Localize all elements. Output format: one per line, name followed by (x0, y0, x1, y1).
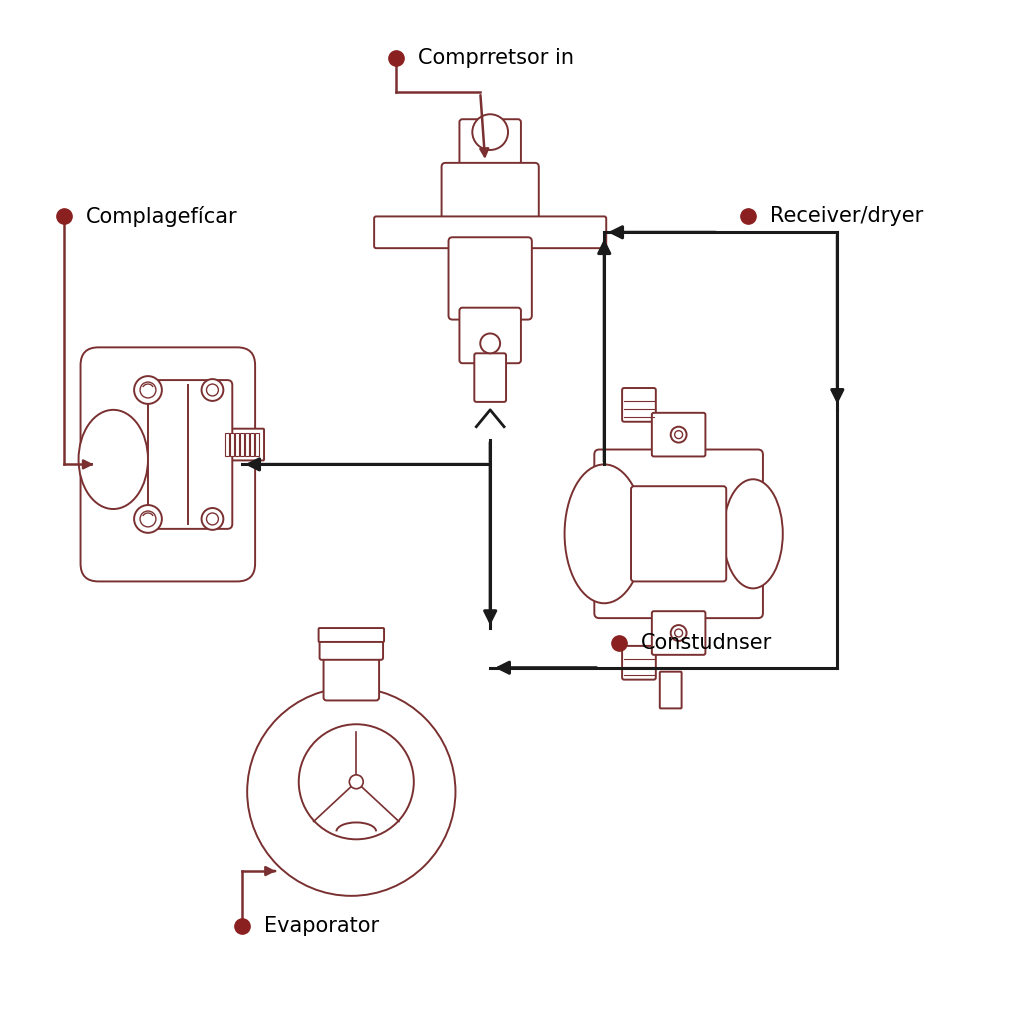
Bar (241, 433, 244, 457)
FancyBboxPatch shape (623, 388, 655, 422)
FancyBboxPatch shape (652, 611, 706, 654)
Circle shape (472, 115, 508, 150)
Text: Evaporator: Evaporator (264, 915, 379, 936)
FancyBboxPatch shape (148, 380, 232, 528)
Circle shape (140, 511, 156, 527)
FancyBboxPatch shape (594, 450, 763, 618)
Text: Complagefícar: Complagefícar (85, 206, 238, 227)
Circle shape (247, 687, 456, 896)
Circle shape (140, 382, 156, 398)
Circle shape (134, 505, 162, 532)
FancyBboxPatch shape (460, 119, 521, 175)
Circle shape (675, 431, 683, 438)
Circle shape (202, 379, 223, 401)
FancyBboxPatch shape (441, 163, 539, 225)
Circle shape (671, 625, 686, 641)
FancyBboxPatch shape (449, 238, 531, 319)
Circle shape (134, 376, 162, 403)
Circle shape (671, 427, 686, 442)
Bar (225, 433, 229, 457)
Circle shape (202, 508, 223, 529)
FancyBboxPatch shape (319, 634, 383, 659)
Text: Comprretsor in: Comprretsor in (418, 48, 573, 68)
Circle shape (349, 775, 364, 788)
Circle shape (207, 513, 218, 525)
Bar (255, 433, 259, 457)
FancyBboxPatch shape (81, 347, 255, 582)
Ellipse shape (723, 479, 782, 589)
Bar (236, 433, 240, 457)
Ellipse shape (564, 465, 644, 603)
FancyBboxPatch shape (623, 646, 655, 680)
Circle shape (480, 334, 500, 353)
Ellipse shape (79, 410, 148, 509)
FancyBboxPatch shape (224, 429, 264, 461)
FancyBboxPatch shape (374, 216, 606, 248)
FancyBboxPatch shape (324, 650, 379, 700)
FancyBboxPatch shape (631, 486, 726, 582)
Text: Constudnser: Constudnser (641, 633, 772, 653)
Bar (245, 433, 249, 457)
FancyBboxPatch shape (460, 307, 521, 364)
FancyBboxPatch shape (659, 672, 682, 709)
Text: Receiver/dryer: Receiver/dryer (770, 207, 923, 226)
Circle shape (675, 629, 683, 637)
Bar (250, 433, 254, 457)
FancyBboxPatch shape (318, 628, 384, 642)
FancyBboxPatch shape (474, 353, 506, 401)
Bar (230, 433, 234, 457)
Circle shape (207, 384, 218, 396)
FancyBboxPatch shape (652, 413, 706, 457)
Circle shape (299, 724, 414, 840)
